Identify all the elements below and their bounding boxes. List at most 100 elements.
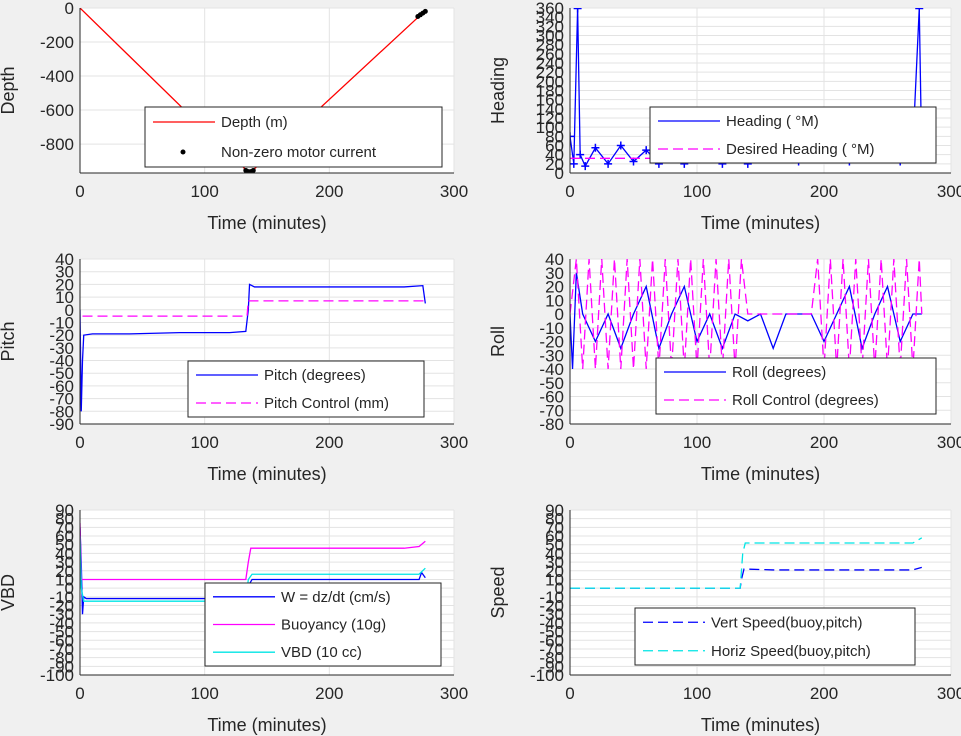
y-tick-label: -40 <box>49 352 74 371</box>
y-tick-label: 0 <box>65 301 74 320</box>
y-tick-label: 0 <box>65 0 74 18</box>
y-tick-label: -70 <box>49 640 74 659</box>
legend-label: VBD (10 cc) <box>281 644 362 661</box>
y-tick-label: -60 <box>49 377 74 396</box>
y-tick-label: 70 <box>55 518 74 537</box>
y-tick-label: 90 <box>55 501 74 520</box>
y-tick-label: -80 <box>539 649 564 668</box>
y-tick-label: 20 <box>545 278 564 297</box>
data-point <box>616 141 625 150</box>
y-axis-label: VBD <box>0 574 18 611</box>
data-point <box>250 167 256 173</box>
x-tick-label: 0 <box>75 182 84 201</box>
y-tick-label: -20 <box>49 597 74 616</box>
series-line <box>570 537 923 589</box>
data-point <box>591 143 600 152</box>
y-tick-label: 80 <box>55 510 74 529</box>
legend-label: Roll (degrees) <box>732 364 826 381</box>
x-axis-label: Time (minutes) <box>207 464 326 484</box>
y-tick-label: 80 <box>545 510 564 529</box>
data-point <box>915 8 924 13</box>
x-axis-label: Time (minutes) <box>701 464 820 484</box>
series-group <box>80 8 428 173</box>
x-tick-label: 100 <box>190 433 218 452</box>
y-tick-label: 0 <box>555 579 564 598</box>
legend-box <box>649 106 937 164</box>
series-line <box>80 523 426 581</box>
x-tick-label: 200 <box>810 433 838 452</box>
y-tick-label: 200 <box>536 72 564 91</box>
series-line <box>570 259 923 370</box>
y-tick-label: 30 <box>545 264 564 283</box>
x-tick-label: 100 <box>683 433 711 452</box>
series-line <box>82 300 426 317</box>
y-tick-label: -100 <box>530 666 564 685</box>
y-tick-label: -70 <box>539 401 564 420</box>
y-tick-label: -50 <box>49 623 74 642</box>
y-tick-label: 60 <box>55 527 74 546</box>
x-tick-label: 300 <box>440 182 468 201</box>
x-tick-label: 200 <box>315 684 343 703</box>
x-tick-label: 200 <box>810 182 838 201</box>
data-point <box>422 8 428 14</box>
y-tick-label: -30 <box>49 605 74 624</box>
y-tick-label: -90 <box>49 415 74 434</box>
series-group <box>80 283 426 412</box>
y-tick-label: 340 <box>536 8 564 27</box>
y-tick-label: -80 <box>49 402 74 421</box>
data-point <box>570 132 574 141</box>
y-tick-label: 20 <box>55 562 74 581</box>
x-tick-label: 100 <box>190 182 218 201</box>
x-tick-label: 200 <box>315 182 343 201</box>
y-tick-label: -20 <box>539 333 564 352</box>
x-axis-label: Time (minutes) <box>207 213 326 233</box>
data-point <box>581 162 590 171</box>
y-tick-label: -50 <box>539 623 564 642</box>
y-tick-label: -20 <box>539 597 564 616</box>
y-tick-label: 300 <box>536 27 564 46</box>
y-tick-label: 10 <box>55 570 74 589</box>
data-point <box>642 146 651 155</box>
y-tick-label: 60 <box>545 137 564 156</box>
y-tick-label: -10 <box>539 319 564 338</box>
y-tick-label: -70 <box>49 390 74 409</box>
chart-panel-4: 9080706050403020100-10-20-30-40-50-60-70… <box>0 501 468 735</box>
y-tick-label: 40 <box>545 544 564 563</box>
y-tick-label: -800 <box>40 135 74 154</box>
y-tick-label: -10 <box>539 588 564 607</box>
x-tick-label: 200 <box>810 684 838 703</box>
series-group <box>570 259 923 370</box>
legend-label: Heading ( °M) <box>726 113 819 130</box>
y-tick-label: 10 <box>545 570 564 589</box>
x-axis-label: Time (minutes) <box>207 715 326 735</box>
x-axis-label: Time (minutes) <box>701 715 820 735</box>
x-tick-label: 300 <box>440 433 468 452</box>
y-tick-label: -60 <box>539 388 564 407</box>
x-tick-label: 0 <box>565 684 574 703</box>
y-tick-label: 40 <box>55 250 74 269</box>
legend-label: Vert Speed(buoy,pitch) <box>711 614 862 631</box>
legend-label: Desired Heading ( °M) <box>726 141 875 158</box>
x-tick-label: 300 <box>937 433 961 452</box>
y-tick-label: 50 <box>545 536 564 555</box>
y-tick-label: 40 <box>55 544 74 563</box>
data-point <box>604 159 613 168</box>
legend-box <box>655 357 937 415</box>
y-tick-label: 360 <box>536 0 564 18</box>
x-tick-label: 0 <box>75 684 84 703</box>
data-point <box>570 159 578 168</box>
legend-label: Horiz Speed(buoy,pitch) <box>711 643 871 660</box>
y-tick-label: 280 <box>536 36 564 55</box>
x-axis-label: Time (minutes) <box>701 213 820 233</box>
y-tick-label: 70 <box>545 518 564 537</box>
y-tick-label: -50 <box>49 364 74 383</box>
chart-panel-5: 9080706050403020100-10-20-30-40-50-60-70… <box>488 501 961 735</box>
x-tick-label: 0 <box>75 433 84 452</box>
y-tick-label: 160 <box>536 91 564 110</box>
y-tick-label: -90 <box>49 657 74 676</box>
legend-label: Non-zero motor current <box>221 144 377 161</box>
y-tick-label: -600 <box>40 101 74 120</box>
legend-box <box>634 607 916 666</box>
y-tick-label: -200 <box>40 33 74 52</box>
